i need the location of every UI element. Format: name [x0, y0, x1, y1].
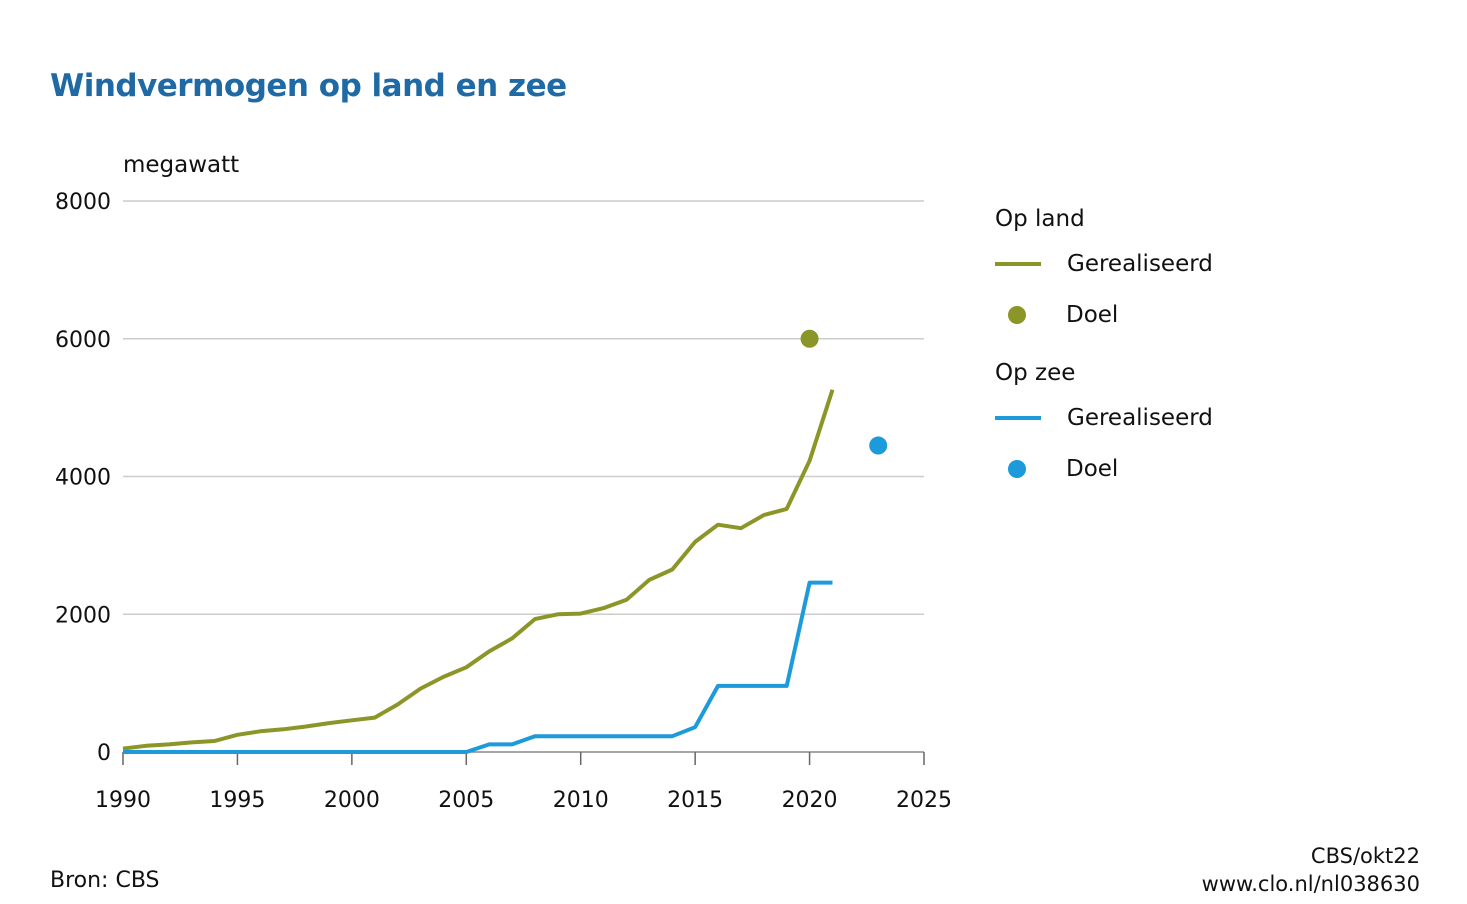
x-tick-label-2000: 2000: [324, 788, 380, 813]
x-tick-label-1990: 1990: [95, 788, 151, 813]
legend-item-zee-line: Gerealiseerd: [995, 392, 1213, 443]
zee-doel-point: [869, 436, 888, 455]
zee-dot-swatch: [1008, 459, 1026, 478]
legend-label: Gerealiseerd: [1067, 250, 1213, 277]
legend-item-zee-dot: Doel: [995, 443, 1213, 494]
gridlines: [123, 200, 924, 615]
legend-label: Gerealiseerd: [1067, 404, 1213, 431]
zee-line-swatch: [995, 415, 1041, 420]
x-tick-label-2020: 2020: [782, 788, 838, 813]
legend-label: Doel: [1066, 301, 1119, 328]
x-axis-ticks: 1990 1995 2000 2005 2010 2015 2020 2025: [95, 752, 952, 813]
legend-group-title-zee: Op zee: [995, 360, 1076, 386]
y-tick-label-6000: 6000: [55, 328, 111, 353]
y-tick-label-2000: 2000: [55, 603, 111, 628]
x-tick-label-2005: 2005: [438, 788, 494, 813]
y-tick-label-8000: 8000: [55, 190, 111, 215]
credits: CBS/okt22 www.clo.nl/nl038630: [1202, 842, 1420, 898]
chart-title: Windvermogen op land en zee: [50, 68, 567, 104]
legend-item-land-line: Gerealiseerd: [995, 238, 1213, 289]
credit-url: www.clo.nl/nl038630: [1201, 872, 1420, 896]
land-dot-swatch: [1008, 305, 1026, 324]
legend-label: Doel: [1066, 455, 1119, 482]
land-gerealiseerd-line: [122, 389, 835, 751]
y-axis-ticks: 0 2000 4000 6000 8000: [55, 190, 111, 766]
credit-text: CBS/okt22: [1310, 844, 1420, 868]
x-tick-label-2025: 2025: [896, 788, 952, 813]
y-axis-label: megawatt: [123, 152, 240, 178]
series-lines: [122, 389, 835, 754]
x-tick-label-2015: 2015: [667, 788, 723, 813]
x-tick-label-1995: 1995: [209, 788, 265, 813]
zee-gerealiseerd-line: [123, 580, 833, 754]
y-tick-label-4000: 4000: [55, 466, 111, 491]
x-tick-label-2010: 2010: [553, 788, 609, 813]
legend: Op land Gerealiseerd Doel Op zee Gereali…: [995, 200, 1213, 494]
land-line-swatch: [995, 261, 1041, 266]
target-points: [800, 329, 888, 455]
source-note: Bron: CBS: [50, 868, 160, 893]
land-doel-point: [800, 329, 819, 348]
legend-item-land-dot: Doel: [995, 289, 1213, 340]
legend-group-title-land: Op land: [995, 206, 1085, 232]
y-tick-label-0: 0: [97, 741, 111, 766]
